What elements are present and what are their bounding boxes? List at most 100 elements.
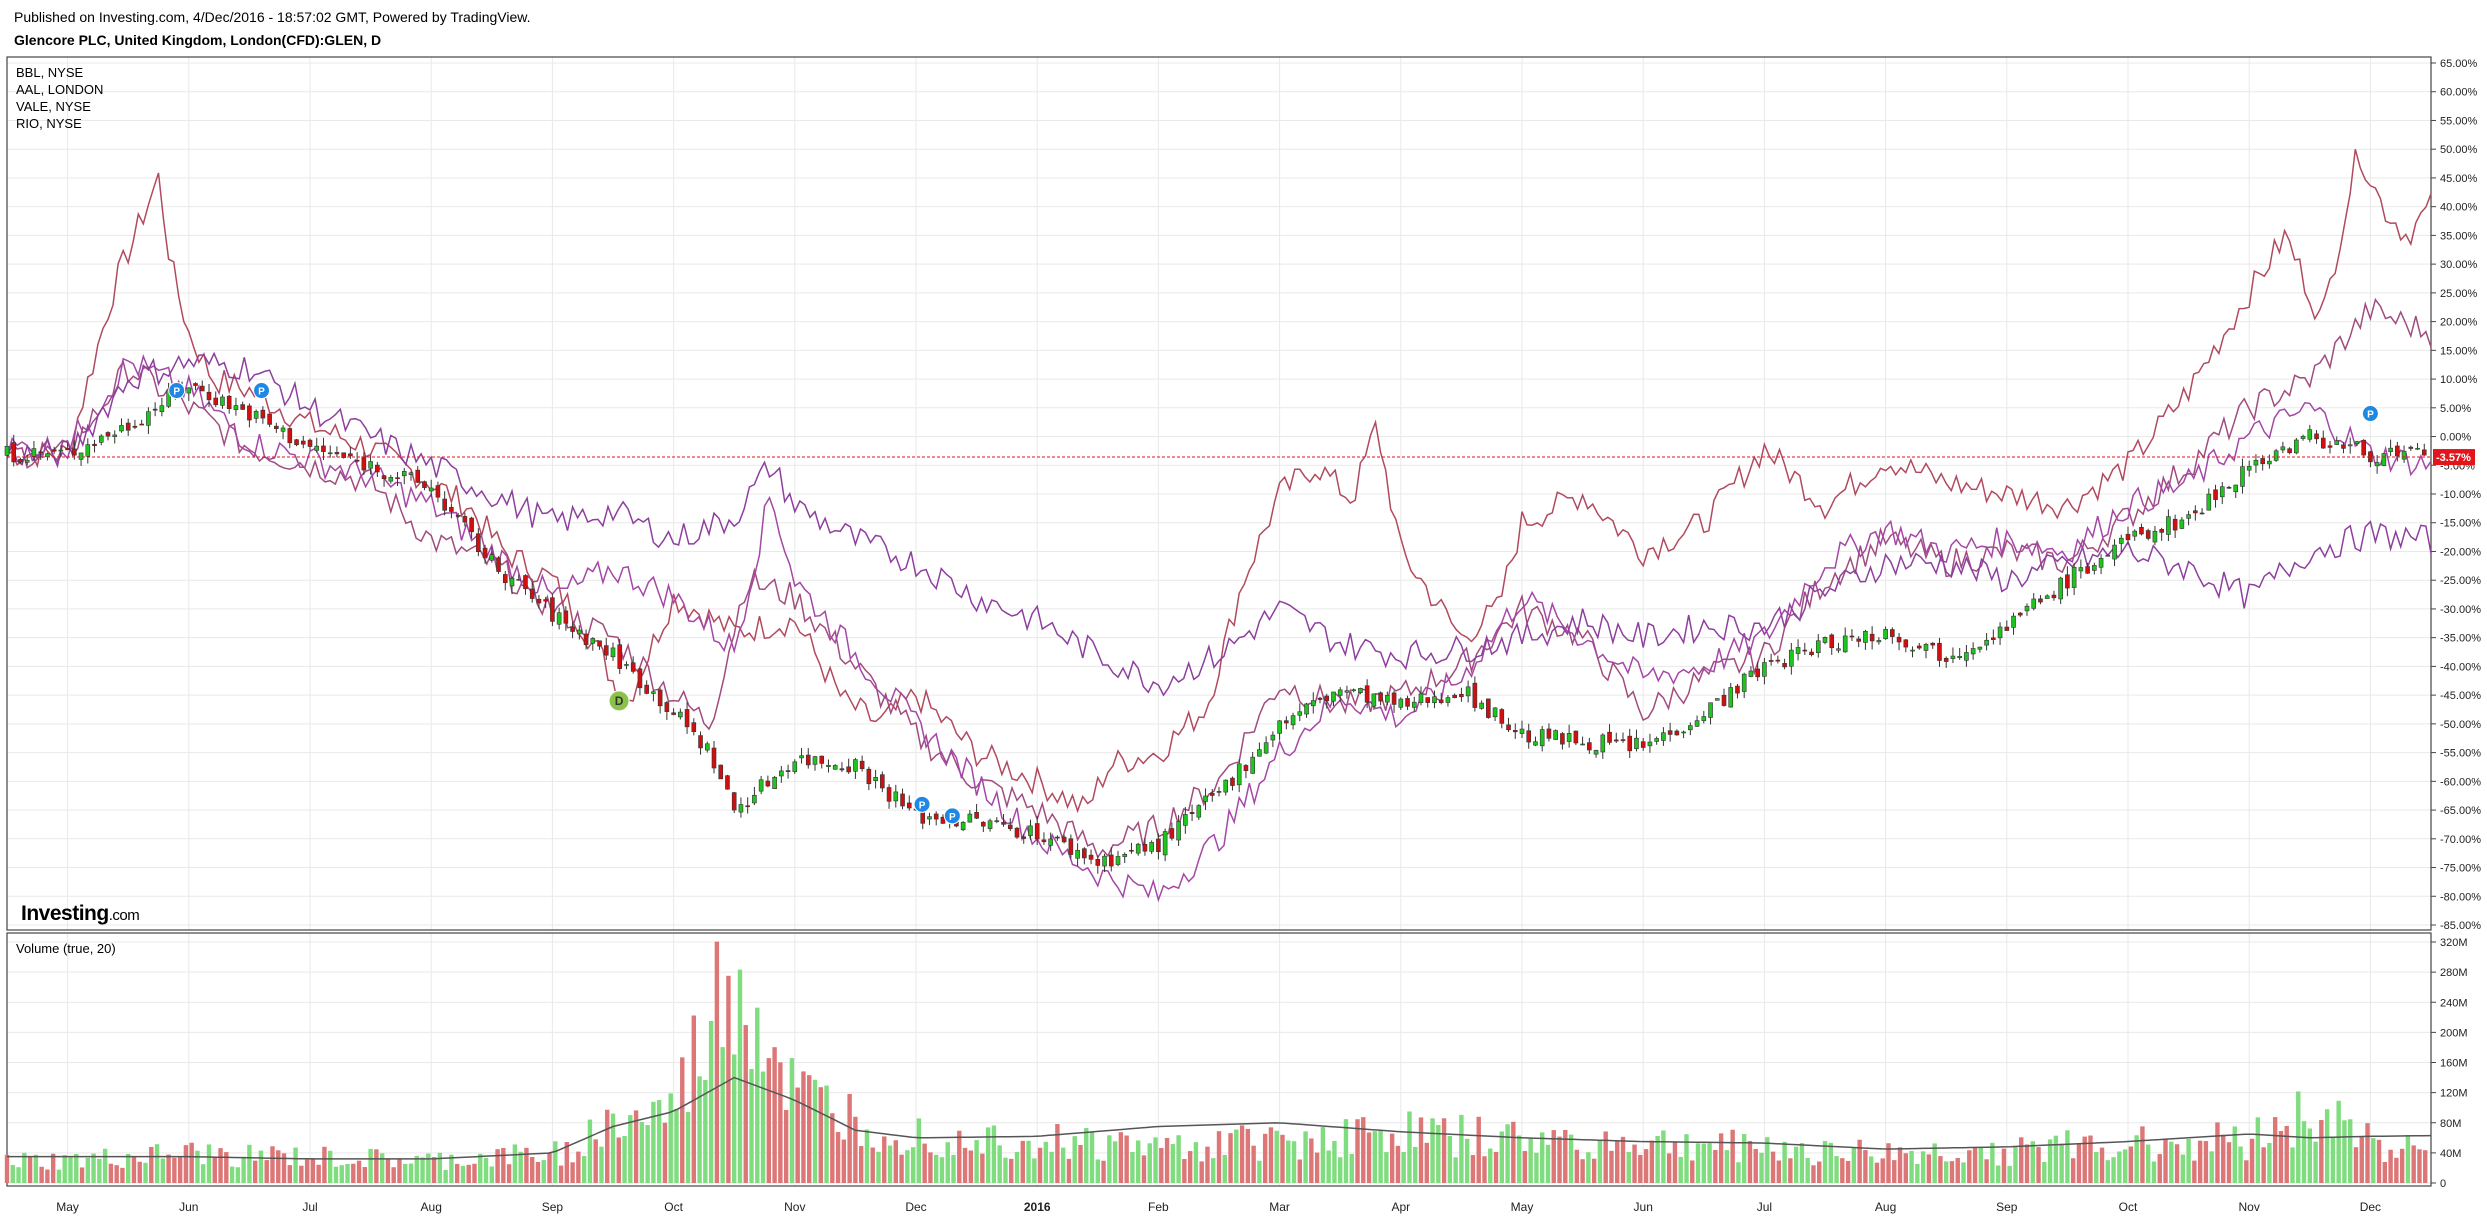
- volume-bar: [2405, 1135, 2411, 1183]
- x-tick-label: Dec: [905, 1200, 926, 1214]
- candle: [1115, 856, 1121, 865]
- volume-bar: [1095, 1159, 1100, 1183]
- volume-bar: [1799, 1142, 1805, 1183]
- candle: [105, 432, 111, 437]
- candle: [529, 588, 535, 599]
- volume-bar: [264, 1160, 269, 1183]
- y-axis: 65.00% 60.00% 55.00% 50.00% 45.00% 40.00% 35.0…: [2431, 58, 2481, 932]
- candle: [2112, 544, 2117, 560]
- volume-bar: [599, 1146, 604, 1183]
- candle: [1977, 646, 1983, 650]
- volume-bar: [2030, 1141, 2035, 1183]
- y-tick-label: -80.00%: [2440, 891, 2481, 903]
- candle: [2347, 444, 2353, 447]
- candle: [738, 804, 744, 813]
- volume-bar: [703, 1079, 708, 1183]
- volume-bar: [2111, 1157, 2116, 1183]
- volume-bar: [2117, 1151, 2122, 1183]
- y-tick-label: -85.00%: [2440, 920, 2481, 932]
- y-tick-label: 40.00%: [2440, 202, 2478, 214]
- candle: [1297, 711, 1303, 716]
- volume-bar: [1245, 1128, 1251, 1183]
- volume-bar: [1586, 1152, 1591, 1183]
- candle: [933, 813, 939, 820]
- x-tick-label: Oct: [2119, 1200, 2138, 1214]
- candle: [2374, 462, 2380, 467]
- volume-bar: [1182, 1158, 1187, 1183]
- volume-bar: [2140, 1126, 2145, 1183]
- candle: [1135, 843, 1141, 854]
- volume-bar: [218, 1148, 223, 1183]
- candle: [1189, 812, 1195, 814]
- candle: [826, 764, 831, 767]
- volume-bar: [1765, 1137, 1770, 1183]
- candle: [691, 722, 697, 733]
- volume-bar: [149, 1146, 154, 1183]
- candle: [314, 445, 320, 451]
- candle: [2334, 440, 2340, 445]
- volume-bar: [1407, 1111, 1412, 1183]
- candle: [408, 472, 414, 475]
- candle: [1661, 732, 1666, 741]
- volume-bar: [2180, 1154, 2186, 1183]
- candle: [1149, 842, 1154, 852]
- volume-bar: [2197, 1140, 2203, 1183]
- volume-bar: [535, 1161, 541, 1183]
- candle: [2213, 489, 2218, 500]
- candle: [731, 792, 737, 811]
- volume-bar: [587, 1119, 593, 1183]
- y-tick-label: 5.00%: [2440, 403, 2471, 415]
- candle: [1506, 724, 1511, 731]
- candle: [1459, 693, 1464, 698]
- candle: [78, 452, 84, 460]
- candle: [1324, 695, 1330, 702]
- volume-bar: [541, 1160, 546, 1183]
- volume-bar: [1851, 1148, 1857, 1183]
- volume-bar: [974, 1140, 979, 1183]
- volume-bar: [1845, 1160, 1851, 1183]
- volume-bar: [1511, 1121, 1516, 1183]
- candle: [1196, 805, 1202, 818]
- candle: [974, 811, 979, 819]
- volume-bar: [362, 1167, 368, 1183]
- y-tick-label: -60.00%: [2440, 776, 2481, 788]
- volume-bar: [1707, 1143, 1712, 1183]
- volume-bar: [1701, 1143, 1706, 1183]
- volume-bar: [1268, 1127, 1274, 1183]
- volume-bar: [1857, 1139, 1862, 1183]
- candle: [644, 684, 649, 694]
- volume-bar: [1897, 1147, 1903, 1183]
- volume-bar: [530, 1157, 535, 1183]
- volume-bar: [1147, 1143, 1152, 1183]
- candle: [900, 793, 905, 807]
- volume-bar: [472, 1163, 477, 1183]
- candle: [455, 515, 461, 517]
- volume-bar: [1545, 1144, 1551, 1183]
- volume-bar: [1072, 1136, 1077, 1183]
- volume-bar: [1037, 1147, 1043, 1183]
- event-marker: [608, 690, 630, 712]
- volume-bar: [322, 1146, 327, 1183]
- volume-bar: [102, 1148, 108, 1183]
- candle: [536, 598, 542, 604]
- candle: [805, 754, 811, 766]
- candle: [1950, 655, 1956, 659]
- volume-bar: [1089, 1131, 1095, 1183]
- volume-bar: [1164, 1137, 1170, 1183]
- volume-bar: [1516, 1135, 1522, 1183]
- candle: [375, 464, 380, 473]
- candle: [4, 446, 10, 456]
- candle: [1876, 640, 1882, 643]
- event-markers: P P D P P P: [168, 382, 2379, 825]
- candle: [1890, 629, 1895, 637]
- candle: [927, 816, 932, 820]
- volume-bar: [1880, 1158, 1885, 1183]
- x-tick-label: Feb: [1148, 1200, 1169, 1214]
- volume-bar: [2192, 1160, 2197, 1183]
- y-tick-label: -35.00%: [2440, 633, 2481, 645]
- volume-bar: [1338, 1157, 1343, 1183]
- volume-bar: [518, 1151, 523, 1183]
- volume-bar: [501, 1148, 506, 1183]
- volume-bar: [1482, 1156, 1487, 1183]
